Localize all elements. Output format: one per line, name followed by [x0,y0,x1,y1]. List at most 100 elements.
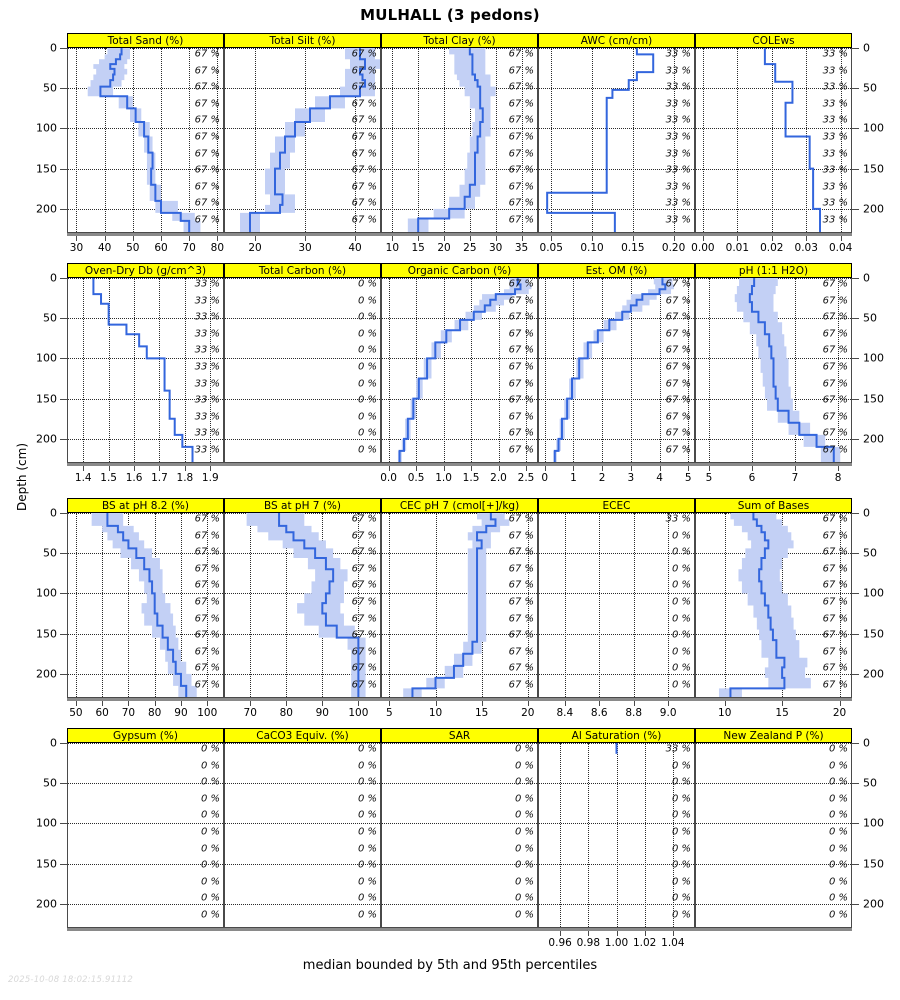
horizontal-gridline [696,783,851,785]
contributing-pedons-label: 67 % [508,344,534,356]
contributing-pedons-label: 0 % [514,743,534,755]
horizontal-gridline [68,823,223,825]
vertical-gridline [839,513,841,697]
horizontal-gridline [68,673,223,675]
depth-tick [60,863,67,865]
median-line [99,48,210,232]
x-axis-tick-label: 8.4 [556,707,574,719]
contributing-pedons-label: 67 % [194,114,220,126]
contributing-pedons-label: 67 % [822,546,848,558]
depth-tick [852,823,859,825]
x-axis-tick-label: 9.0 [659,707,677,719]
contributing-pedons-label: 67 % [665,394,691,406]
contributing-pedons-label: 33 % [665,131,691,143]
contributing-pedons-label: 33 % [665,81,691,93]
contributing-pedons-label: 0 % [671,809,691,821]
horizontal-gridline [68,168,223,170]
contributing-pedons-label: 67 % [822,563,848,575]
x-axis-tick-label: 1.5 [100,472,117,484]
x-axis-tick [838,466,840,471]
contributing-pedons-label: 0 % [357,892,377,904]
contributing-pedons-label: 67 % [351,214,377,226]
horizontal-gridline [382,783,537,785]
horizontal-gridline [225,358,380,360]
vertical-gridline [207,513,209,697]
depth-tick [852,593,859,595]
x-axis-tick-label: 0.5 [407,472,425,484]
contributing-pedons-label: 67 % [351,613,377,625]
contributing-pedons-label: 67 % [194,164,220,176]
contributing-pedons-label: 33 % [194,278,220,290]
horizontal-gridline [382,903,537,905]
panel-sar: SAR 0 % 0 % 0 % 0 % 0 % 0 % 0 % 0 % 0 % 0 % 0 % [381,728,538,928]
horizontal-gridline [225,88,380,90]
vertical-gridline [498,278,500,462]
x-axis-tick-label: 0.98 [576,937,601,949]
x-axis-tick-label: 0.04 [828,242,853,254]
contributing-pedons-label: 67 % [351,98,377,110]
horizontal-gridline [225,903,380,905]
panel-plot-area: 67 % 67 % 67 % 67 % 67 % 67 % 67 % 67 % 67 % 67 %… [538,278,695,463]
y-axis-label: Depth (cm) [15,443,29,512]
contributing-pedons-label: 67 % [194,214,220,226]
x-axis-tick [83,466,85,471]
panel-plot-area: 33 % 33 % 33 % 33 % 33 % 33 % 33 % 33 % 33 % 33 %… [538,48,695,233]
x-axis-tick-label: 1.0 [435,472,452,484]
contributing-pedons-label: 0 % [514,876,534,888]
contributing-pedons-label: 67 % [351,662,377,674]
vertical-gridline [305,48,306,232]
vertical-gridline [471,278,473,462]
vertical-gridline [217,48,219,232]
contributing-pedons-label: 33 % [822,164,848,176]
depth-tick-label: 0 [50,271,57,285]
contributing-pedons-label: 33 % [665,214,691,226]
vertical-gridline [672,743,674,927]
contributing-pedons-label: 0 % [514,859,534,871]
x-axis-tick-label: 1.02 [632,937,657,949]
contributing-pedons-label: 67 % [508,444,534,456]
x-axis-tick [444,236,445,241]
x-axis-tick-label: 3 [627,472,635,484]
x-axis-tick [737,236,739,241]
x-axis-tick-label: 1.00 [604,937,629,949]
x-axis-tick-label: 100 [197,707,218,719]
horizontal-gridline [225,208,380,210]
contributing-pedons-label: 33 % [665,197,691,209]
horizontal-gridline [539,128,694,130]
depth-tick-label: 200 [863,432,884,446]
vertical-gridline [588,743,590,927]
contributing-pedons-label: 0 % [671,776,691,788]
x-axis-tick-label: 0.15 [621,242,645,254]
contributing-pedons-label: 67 % [194,646,220,658]
panel-est-om: Est. OM (%) 67 % 67 % 67 % 67 % 67 % 67 % 67 % 6… [538,263,695,463]
panel-title-strip: SAR [381,728,538,743]
horizontal-gridline [539,783,694,785]
x-axis-tick-label: 10 [385,242,400,254]
panel-title-strip: CEC pH 7 (cmol[+]/kg) [381,498,538,513]
depth-tick [60,398,67,400]
x-axis-tick [418,236,420,241]
panel-organic-carbon: Organic Carbon (%) 67 % 67 % 67 % 67 % 67 % 67… [381,263,538,463]
contributing-pedons-label: 67 % [508,181,534,193]
vertical-gridline [521,48,523,232]
contributing-pedons-label: 0 % [357,394,377,406]
row-baseline [67,463,852,466]
horizontal-gridline [382,553,537,555]
x-axis-tick-label: 8.6 [590,707,608,719]
contributing-pedons-label: 67 % [351,579,377,591]
horizontal-gridline [382,438,537,440]
contributing-pedons-label: 67 % [508,295,534,307]
median-line [546,48,655,232]
contributing-pedons-label: 0 % [357,776,377,788]
vertical-gridline [159,278,161,462]
x-axis: 70 80 90 100 [225,701,380,723]
depth-axis-left: 0 50 100 150 200 [36,42,67,233]
horizontal-gridline [382,743,537,744]
x-axis: 50 60 70 80 90 100 [68,701,223,723]
horizontal-gridline [382,168,537,170]
x-axis-tick [358,701,360,706]
contributing-pedons-label: 0 % [357,295,377,307]
contributing-pedons-label: 0 % [514,760,534,772]
contributing-pedons-label: 67 % [508,394,534,406]
panel-plot-area: 67 % 67 % 67 % 67 % 67 % 67 % 67 % 67 % 67 % 67 %… [224,48,381,233]
